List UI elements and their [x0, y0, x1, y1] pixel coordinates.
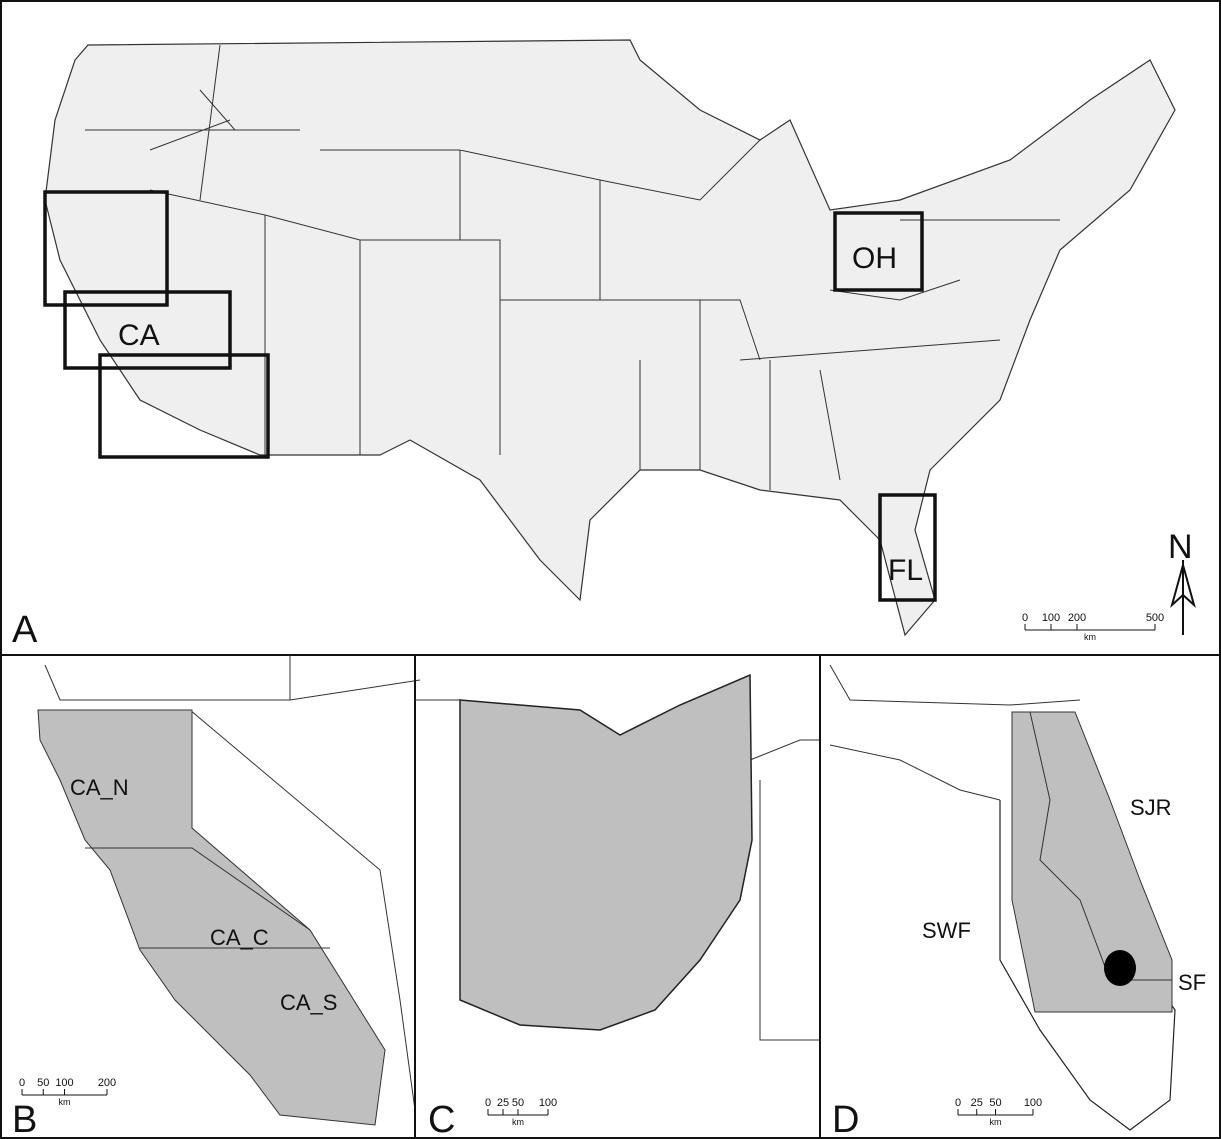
- box-label: CA: [118, 319, 160, 352]
- region-label: SJR: [1130, 795, 1172, 820]
- scale-bar: 0 100 200 500 km: [1022, 612, 1164, 642]
- scale-label: 25: [497, 1097, 509, 1109]
- region-label: CA_S: [280, 990, 337, 1015]
- ca-box-north: [43, 190, 169, 307]
- scale-label: 100: [55, 1077, 73, 1089]
- scale-unit: km: [1084, 632, 1096, 642]
- scale-label: 500: [1146, 612, 1164, 624]
- ca-box-south: [98, 353, 270, 459]
- scale-label: 100: [539, 1097, 557, 1109]
- scale-label: 0: [1022, 612, 1028, 624]
- north-arrow: [1170, 560, 1196, 635]
- region-lines: [85, 847, 330, 949]
- scale-label: 25: [971, 1097, 983, 1109]
- neighbor-lines: [829, 664, 1081, 801]
- scale-label: 200: [1068, 612, 1086, 624]
- region-label: SF: [1178, 970, 1206, 995]
- scale-label: 0: [955, 1097, 961, 1109]
- oh-box: [833, 211, 924, 292]
- california: [37, 709, 386, 1126]
- panel-letter: B: [12, 1099, 37, 1139]
- neighbor-lines: [44, 655, 421, 1111]
- scale-label: 100: [1042, 612, 1060, 624]
- scale-label: 200: [98, 1077, 116, 1089]
- panel-d-frame: [819, 654, 1221, 1139]
- region-label: SWF: [922, 918, 971, 943]
- scale-unit: km: [59, 1097, 71, 1107]
- scale-label: 50: [37, 1077, 49, 1089]
- scale-bar: 0 50 100 200 km: [19, 1077, 116, 1107]
- scale-bar: 0 25 50 100 km: [955, 1097, 1042, 1127]
- scale-bar: 0 25 50 100 km: [485, 1097, 557, 1127]
- neighbor-lines: [415, 699, 820, 1041]
- panel-letter: C: [428, 1099, 455, 1139]
- region-label: CA_N: [70, 775, 129, 800]
- florida-districts: [1011, 711, 1173, 1013]
- scale-unit: km: [512, 1117, 524, 1127]
- scale-label: 0: [485, 1097, 491, 1109]
- fl-box: [878, 493, 937, 602]
- scale-label: 50: [512, 1097, 524, 1109]
- ohio: [459, 673, 753, 1031]
- ca-box-central: [63, 290, 232, 370]
- scale-label: 50: [989, 1097, 1001, 1109]
- panel-letter: D: [832, 1099, 859, 1139]
- box-label: OH: [852, 242, 897, 275]
- state-lines: [85, 44, 1060, 490]
- region-label: CA_C: [210, 925, 269, 950]
- scale-label: 0: [19, 1077, 25, 1089]
- scale-label: 100: [1024, 1097, 1042, 1109]
- us-outline: [44, 39, 1176, 637]
- box-label: FL: [888, 554, 923, 587]
- lake-okeechobee: [1104, 950, 1136, 986]
- north-label: N: [1168, 528, 1193, 566]
- scale-unit: km: [990, 1117, 1002, 1127]
- panel-letter: A: [12, 609, 38, 651]
